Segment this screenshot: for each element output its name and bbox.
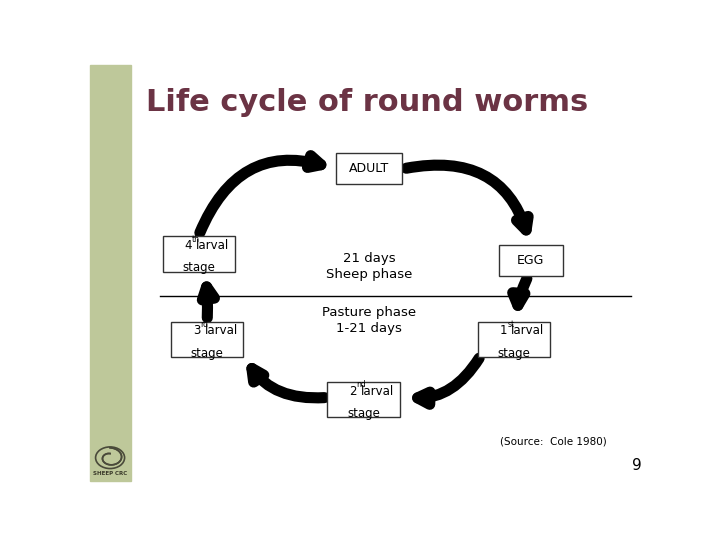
FancyBboxPatch shape <box>499 245 563 276</box>
Text: stage: stage <box>498 347 531 360</box>
Text: larval: larval <box>511 324 544 338</box>
Text: rd: rd <box>200 320 209 329</box>
Text: st: st <box>508 320 515 329</box>
Text: stage: stage <box>182 261 215 274</box>
Text: nd: nd <box>356 380 366 389</box>
Text: 4: 4 <box>184 239 192 252</box>
Text: EGG: EGG <box>517 254 544 267</box>
Bar <box>90 65 131 481</box>
Text: 3: 3 <box>193 324 200 338</box>
Text: SHEEP CRC: SHEEP CRC <box>93 471 127 476</box>
FancyBboxPatch shape <box>478 321 550 357</box>
Text: Pasture phase: Pasture phase <box>322 306 416 319</box>
FancyBboxPatch shape <box>163 237 235 272</box>
FancyBboxPatch shape <box>327 382 400 417</box>
Text: stage: stage <box>347 407 380 420</box>
Text: 21 days: 21 days <box>343 252 395 265</box>
FancyBboxPatch shape <box>171 321 243 357</box>
Text: ADULT: ADULT <box>349 162 389 176</box>
Text: 1-21 days: 1-21 days <box>336 321 402 334</box>
Text: larval: larval <box>196 239 229 252</box>
Text: stage: stage <box>191 347 224 360</box>
Text: larval: larval <box>204 324 238 338</box>
FancyBboxPatch shape <box>336 153 402 184</box>
Text: th: th <box>192 234 200 244</box>
Text: Sheep phase: Sheep phase <box>326 268 412 281</box>
Text: Life cycle of round worms: Life cycle of round worms <box>145 87 588 117</box>
Text: (Source:  Cole 1980): (Source: Cole 1980) <box>500 436 606 446</box>
Text: 9: 9 <box>631 458 642 473</box>
Text: 2: 2 <box>349 384 356 397</box>
Text: 1: 1 <box>500 324 508 338</box>
Text: larval: larval <box>361 384 394 397</box>
